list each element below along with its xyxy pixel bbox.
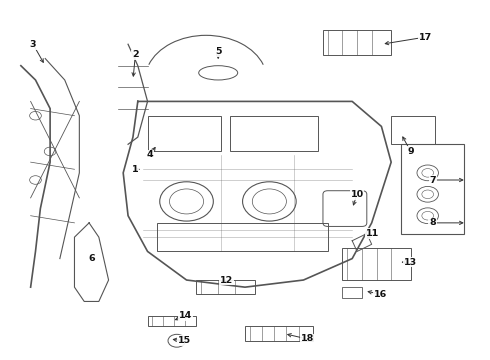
Text: 17: 17: [418, 33, 432, 42]
Text: 3: 3: [30, 40, 36, 49]
Text: 2: 2: [132, 50, 139, 59]
Text: 16: 16: [374, 290, 387, 299]
Text: 10: 10: [350, 190, 364, 199]
Text: 6: 6: [88, 254, 95, 263]
Text: 18: 18: [301, 334, 314, 343]
Bar: [323, 30, 391, 55]
Text: 12: 12: [220, 275, 233, 284]
Text: 1: 1: [132, 165, 139, 174]
Text: 8: 8: [429, 219, 436, 228]
Bar: [196, 280, 255, 294]
Bar: [147, 316, 196, 327]
Text: 13: 13: [404, 258, 417, 267]
Text: 11: 11: [366, 229, 379, 238]
Bar: [343, 248, 411, 280]
Bar: [343, 287, 362, 298]
Bar: [391, 116, 435, 144]
Text: 14: 14: [179, 311, 192, 320]
Text: 5: 5: [215, 47, 221, 56]
Bar: [245, 327, 313, 341]
Text: 9: 9: [407, 147, 414, 156]
Text: 4: 4: [147, 150, 153, 159]
Bar: [157, 223, 328, 251]
Text: 7: 7: [429, 176, 436, 185]
Text: 15: 15: [177, 336, 191, 345]
Bar: [230, 116, 318, 152]
Bar: [147, 116, 220, 152]
Bar: [401, 144, 464, 234]
